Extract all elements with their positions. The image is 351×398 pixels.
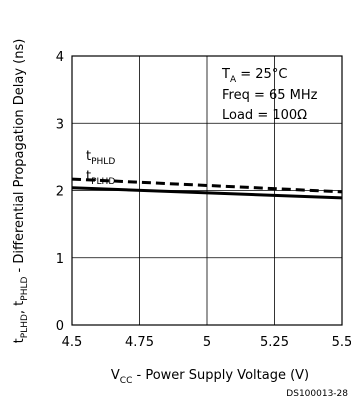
- condition-freq: Freq = 65 MHz: [222, 88, 318, 103]
- x-tick-label: 4.5: [62, 335, 83, 350]
- condition-ta: TA = 25°C: [221, 67, 287, 85]
- series-line-phld: [71, 177, 343, 194]
- x-tick-label: 4.75: [125, 335, 154, 350]
- series-line-plhd: [71, 186, 343, 200]
- figure-id: DS100013-28: [286, 389, 348, 398]
- y-tick-labels: 0 1 2 3 4: [56, 50, 64, 334]
- x-tick-labels: 4.5 4.75 5 5.25 5.5: [62, 335, 351, 350]
- ta-main: T: [221, 67, 230, 82]
- x-axis-label: VCC - Power Supply Voltage (V): [111, 368, 309, 386]
- y-tick-label: 2: [56, 185, 64, 200]
- ta-sub: A: [230, 75, 237, 85]
- y-tick-label: 1: [56, 252, 64, 267]
- series-label-plhd: tPLHD: [86, 169, 115, 187]
- x-tick-label: 5.5: [332, 335, 351, 350]
- series-group: [71, 177, 343, 200]
- ta-rest: = 25°C: [236, 67, 287, 82]
- y-tick-label: 0: [56, 319, 64, 334]
- x-tick-label: 5.25: [260, 335, 289, 350]
- x-tick-label: 5: [203, 335, 211, 350]
- y-tick-label: 3: [56, 117, 64, 132]
- series-label-phld: tPHLD: [86, 149, 115, 167]
- y-axis-label: tPLHD, tPHLD - Differential Propagation …: [12, 39, 30, 344]
- y-tick-label: 4: [56, 50, 64, 65]
- plot-frame: [71, 55, 343, 326]
- condition-load: Load = 100Ω: [222, 108, 307, 123]
